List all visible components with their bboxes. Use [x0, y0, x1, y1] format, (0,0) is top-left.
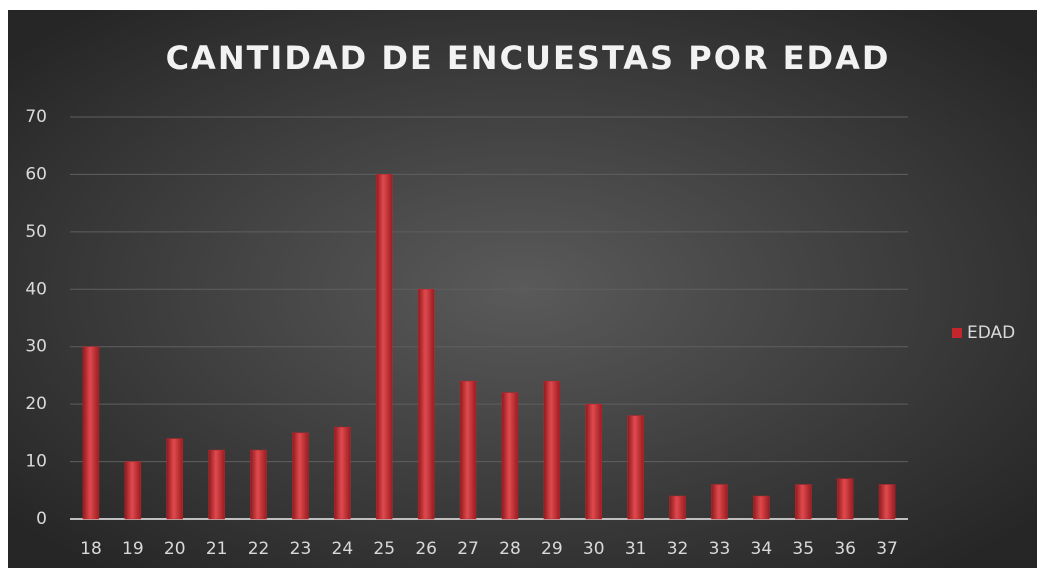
x-tick-label: 21 [206, 539, 228, 559]
y-tick-label: 60 [25, 164, 47, 184]
x-tick-label: 32 [667, 539, 689, 559]
bar [417, 289, 435, 520]
y-tick-label: 20 [25, 394, 47, 414]
bar [501, 392, 519, 520]
x-tick-label: 27 [457, 539, 479, 559]
bar [585, 403, 602, 520]
x-tick-label: 18 [80, 539, 102, 559]
x-tick-label: 29 [541, 539, 563, 559]
legend-label: EDAD [967, 323, 1015, 343]
bar [543, 380, 561, 520]
bar [795, 484, 812, 520]
x-tick-label: 19 [122, 539, 144, 559]
x-tick-label: 30 [583, 539, 605, 559]
x-tick-label: 23 [290, 539, 312, 559]
x-tick-label: 25 [373, 539, 395, 559]
x-tick-label: 24 [332, 539, 354, 559]
bar [292, 432, 309, 520]
bar [250, 449, 267, 520]
bar [334, 426, 351, 520]
bar [711, 484, 728, 520]
y-tick-label: 30 [25, 337, 47, 357]
bar [878, 484, 896, 520]
y-tick-label: 10 [25, 452, 47, 472]
y-tick-label: 50 [25, 222, 47, 242]
chart-title: CANTIDAD DE ENCUESTAS POR EDAD [166, 39, 891, 77]
x-tick-label: 20 [164, 539, 186, 559]
bar [124, 461, 142, 520]
bar [208, 449, 225, 520]
bar [753, 495, 770, 520]
bar [376, 174, 393, 520]
x-tick-label: 33 [709, 539, 731, 559]
x-tick-label: 35 [792, 539, 814, 559]
bar [836, 478, 854, 520]
bar [459, 380, 477, 520]
x-tick-label: 34 [751, 539, 773, 559]
x-tick-label: 22 [248, 539, 270, 559]
x-tick-label: 37 [876, 539, 898, 559]
y-tick-label: 40 [25, 279, 47, 299]
y-tick-label: 0 [36, 509, 47, 529]
legend-swatch [952, 328, 962, 338]
bar [166, 438, 183, 520]
x-tick-label: 31 [625, 539, 647, 559]
bar [627, 415, 644, 520]
x-tick-label: 26 [415, 539, 437, 559]
x-tick-label: 28 [499, 539, 521, 559]
bar [669, 495, 686, 520]
bar [82, 346, 100, 520]
y-tick-label: 70 [25, 107, 47, 127]
x-tick-label: 36 [834, 539, 856, 559]
